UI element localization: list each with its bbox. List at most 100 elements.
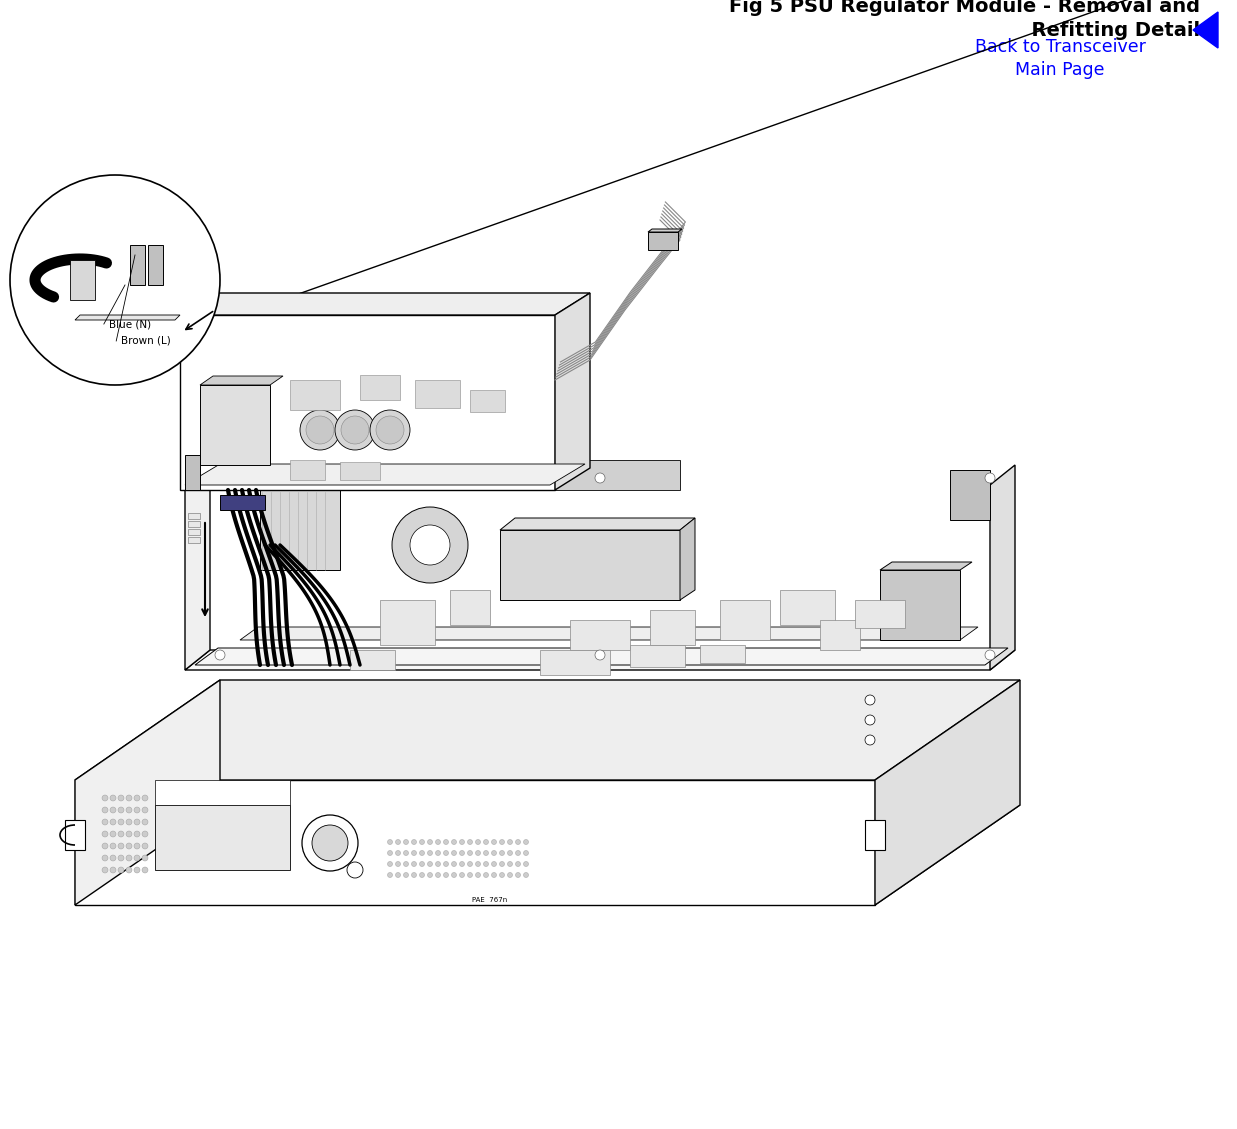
Circle shape [468,850,473,856]
Circle shape [523,840,528,844]
Polygon shape [875,680,1021,905]
Polygon shape [380,599,435,645]
Circle shape [142,843,148,849]
Circle shape [459,873,465,877]
Circle shape [452,861,456,866]
Polygon shape [289,460,325,480]
Polygon shape [75,805,1021,905]
Circle shape [491,861,496,866]
Circle shape [435,873,440,877]
Circle shape [412,861,417,866]
Polygon shape [130,245,145,285]
Circle shape [985,473,995,483]
Polygon shape [71,260,95,300]
Polygon shape [700,645,745,663]
Circle shape [126,855,132,861]
Circle shape [126,843,132,849]
Circle shape [507,873,512,877]
Polygon shape [500,460,680,490]
Circle shape [376,415,404,444]
Circle shape [306,415,334,444]
Circle shape [118,843,124,849]
Polygon shape [720,599,769,640]
Circle shape [396,873,401,877]
Circle shape [396,861,401,866]
Text: Blue (N): Blue (N) [109,320,151,329]
Polygon shape [649,610,695,645]
Circle shape [118,795,124,800]
Circle shape [435,850,440,856]
Circle shape [865,715,875,725]
Circle shape [516,850,521,856]
Circle shape [865,735,875,745]
Circle shape [110,831,116,837]
Polygon shape [990,465,1016,669]
Circle shape [301,410,340,450]
Polygon shape [188,520,200,527]
Polygon shape [75,680,220,905]
Circle shape [428,840,433,844]
Circle shape [444,850,449,856]
Polygon shape [148,245,163,285]
Circle shape [865,695,875,704]
Circle shape [110,855,116,861]
Polygon shape [186,464,585,485]
Circle shape [491,840,496,844]
Circle shape [118,819,124,825]
Polygon shape [200,376,283,385]
Circle shape [435,861,440,866]
Circle shape [101,795,108,800]
Text: Brown (L): Brown (L) [121,336,171,345]
Circle shape [126,807,132,813]
Polygon shape [414,380,460,408]
Circle shape [101,843,108,849]
Circle shape [452,840,456,844]
Circle shape [435,840,440,844]
Polygon shape [75,780,875,905]
Circle shape [409,525,450,564]
Polygon shape [220,495,265,510]
Circle shape [335,410,375,450]
Circle shape [491,873,496,877]
Circle shape [500,840,505,844]
Circle shape [507,861,512,866]
Circle shape [387,861,392,866]
Circle shape [142,855,148,861]
Circle shape [142,867,148,873]
Circle shape [419,861,424,866]
Circle shape [126,795,132,800]
Polygon shape [500,518,695,530]
Circle shape [118,855,124,861]
Circle shape [403,840,408,844]
Circle shape [419,850,424,856]
Circle shape [523,861,528,866]
Circle shape [595,650,605,660]
Circle shape [468,861,473,866]
Circle shape [118,867,124,873]
Circle shape [134,843,140,849]
Circle shape [428,850,433,856]
Circle shape [396,840,401,844]
Circle shape [370,410,409,450]
Polygon shape [181,294,590,315]
Circle shape [428,861,433,866]
Circle shape [110,807,116,813]
Polygon shape [188,513,200,519]
Polygon shape [200,385,270,465]
Circle shape [101,855,108,861]
Circle shape [101,831,108,837]
Polygon shape [186,465,210,669]
Circle shape [215,650,225,660]
Circle shape [403,850,408,856]
Circle shape [491,850,496,856]
Circle shape [101,819,108,825]
Circle shape [500,861,505,866]
Circle shape [341,415,369,444]
Circle shape [459,850,465,856]
Polygon shape [360,375,400,400]
Circle shape [523,873,528,877]
Polygon shape [186,650,1016,669]
Polygon shape [75,680,1021,780]
Circle shape [412,850,417,856]
Polygon shape [240,627,978,640]
